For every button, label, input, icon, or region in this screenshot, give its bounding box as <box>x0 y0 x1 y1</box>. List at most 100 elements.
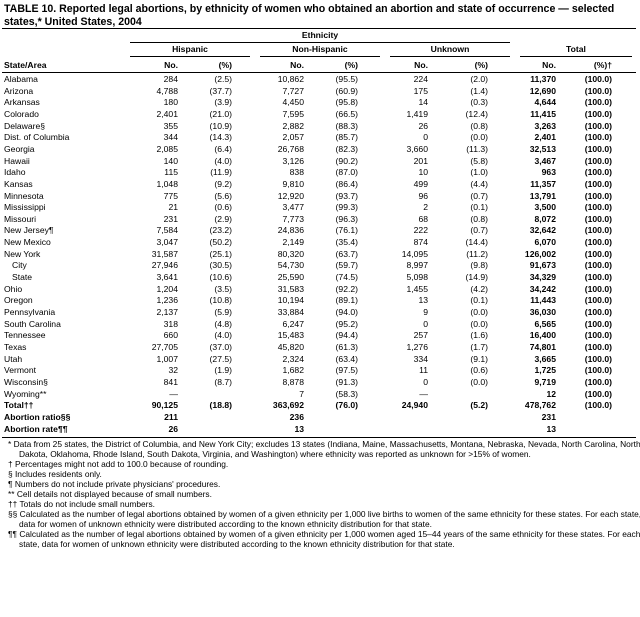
row-label: Wisconsin§ <box>4 376 48 387</box>
cell: 12,690 <box>529 85 556 96</box>
cell: 175 <box>413 85 428 96</box>
cell: 180 <box>163 97 178 108</box>
cell: 11 <box>419 365 428 376</box>
column-header: No. <box>164 60 178 70</box>
cell: (0.0) <box>470 376 488 387</box>
column-group-header: Hispanic <box>172 44 208 54</box>
cell: 34,329 <box>529 272 556 283</box>
cell: (100.0) <box>584 178 612 189</box>
cell: 2,149 <box>282 237 304 248</box>
column-header: No. <box>414 60 428 70</box>
cell: (63.7) <box>335 248 358 259</box>
cell: 140 <box>163 155 178 166</box>
cell: (100.0) <box>584 260 612 271</box>
cell: (35.4) <box>335 237 358 248</box>
cell: (5.2) <box>470 400 488 411</box>
cell: 0 <box>423 318 428 329</box>
cell: 12 <box>546 388 556 399</box>
cell: (0.1) <box>470 202 488 213</box>
cell: 1,276 <box>406 341 428 352</box>
cell: 32,513 <box>529 143 556 154</box>
footnote: § Includes residents only. <box>8 469 102 480</box>
cell: (9.1) <box>470 353 488 364</box>
column-header: No. <box>290 60 304 70</box>
rule <box>2 437 636 439</box>
row-label: Idaho <box>4 167 26 178</box>
cell: 32 <box>168 365 178 376</box>
cell: (4.8) <box>214 318 232 329</box>
cell: 224 <box>413 74 428 84</box>
cell: (100.0) <box>584 388 612 399</box>
cell: (2.9) <box>214 213 232 224</box>
rule <box>130 56 250 57</box>
row-label: Colorado <box>4 108 39 119</box>
cell: (89.1) <box>335 295 358 306</box>
cell: 31,583 <box>277 283 304 294</box>
row-label: Alabama <box>4 74 38 84</box>
cell: 15,483 <box>277 330 304 341</box>
cell: (100.0) <box>584 376 612 387</box>
cell: (100.0) <box>584 85 612 96</box>
row-label: City <box>12 260 27 271</box>
cell: (94.0) <box>335 307 358 317</box>
cell: 3,665 <box>534 353 556 364</box>
cell: (100.0) <box>584 330 612 341</box>
cell: 6,247 <box>282 318 304 329</box>
cell: (3.9) <box>214 97 232 108</box>
cell: 13 <box>294 423 304 434</box>
cell: (37.7) <box>209 85 232 96</box>
cell: (37.0) <box>209 341 232 352</box>
cell: (100.0) <box>584 74 612 84</box>
cell: (0.6) <box>214 202 232 213</box>
column-group-header: Total <box>566 44 586 54</box>
cell: (100.0) <box>584 120 612 131</box>
cell: (100.0) <box>584 353 612 364</box>
cell: (76.1) <box>335 225 358 236</box>
row-label: Delaware§ <box>4 120 46 131</box>
cell: 236 <box>289 411 304 422</box>
cell: 355 <box>163 120 178 131</box>
cell: (100.0) <box>584 155 612 166</box>
cell: (58.3) <box>335 388 358 399</box>
cell: (0.3) <box>470 97 488 108</box>
cell: 24,940 <box>401 400 428 411</box>
cell: (30.5) <box>209 260 232 271</box>
cell: (11.3) <box>466 143 488 154</box>
cell: (93.7) <box>335 190 358 201</box>
cell: 7,595 <box>282 108 304 119</box>
cell: 13 <box>546 423 556 434</box>
rule <box>2 72 636 73</box>
row-label: Mississippi <box>4 202 46 213</box>
cell: (1.9) <box>214 365 232 376</box>
cell: 2,882 <box>282 120 304 131</box>
cell: 3,477 <box>282 202 304 213</box>
cell: 0 <box>423 132 428 143</box>
table-title: TABLE 10. Reported legal abortions, by e… <box>4 3 615 28</box>
cell: 231 <box>541 411 556 422</box>
cell: (14.3) <box>209 132 232 143</box>
cell: (0.7) <box>470 190 488 201</box>
cell: (100.0) <box>584 132 612 143</box>
cell: (5.6) <box>214 190 232 201</box>
cell: (66.5) <box>335 108 358 119</box>
cell: (11.9) <box>210 167 232 178</box>
rule <box>2 28 636 29</box>
cell: (100.0) <box>584 97 612 108</box>
cell: (10.9) <box>209 120 232 131</box>
cell: (95.8) <box>335 97 358 108</box>
row-label: Hawaii <box>4 155 30 166</box>
cell: (4.4) <box>470 178 488 189</box>
row-label: Tennessee <box>4 330 46 341</box>
footnote: †† Totals do not include small numbers. <box>8 499 155 510</box>
row-label: Vermont <box>4 365 37 376</box>
footnote: ¶¶ Calculated as the number of legal abo… <box>8 529 640 550</box>
cell: (0.8) <box>470 120 488 131</box>
cell: 344 <box>163 132 178 143</box>
cell: 3,660 <box>406 143 428 154</box>
cell: (100.0) <box>584 283 612 294</box>
cell: 318 <box>163 318 178 329</box>
footnote: * Data from 25 states, the District of C… <box>8 439 640 460</box>
cell: 68 <box>418 213 428 224</box>
cell: (88.3) <box>335 120 358 131</box>
cell: (6.4) <box>214 143 232 154</box>
